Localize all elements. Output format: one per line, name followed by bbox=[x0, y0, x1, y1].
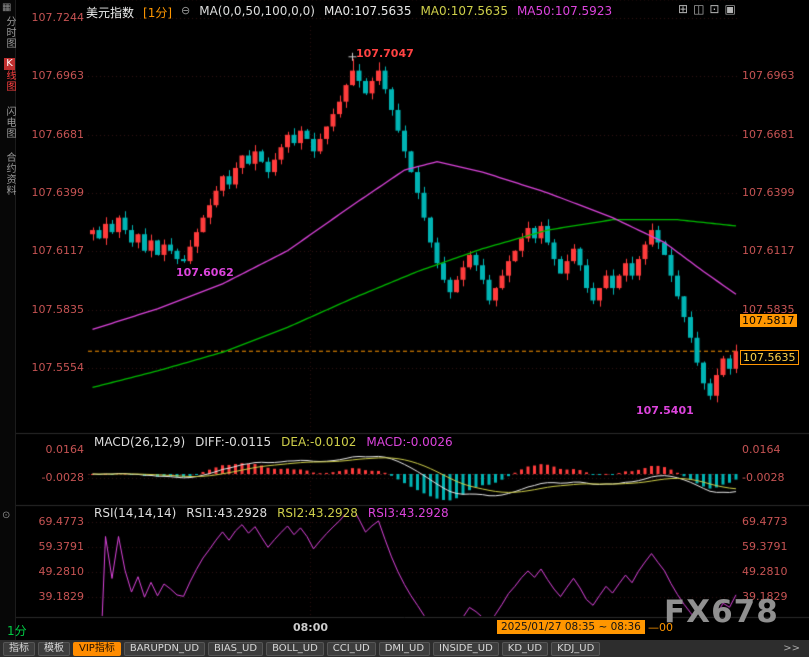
toolbar-item-cci[interactable]: CCI_UD bbox=[326, 641, 376, 656]
ma0-value-yellow: MA0:107.5635 bbox=[420, 4, 508, 18]
macd-axis-label: -0.0028 bbox=[742, 471, 785, 484]
split-window-icon[interactable]: ◫ bbox=[693, 2, 705, 16]
sidebar-tab-time-chart[interactable]: 分时图 bbox=[4, 16, 15, 49]
rsi-axis-label: 69.4773 bbox=[742, 515, 788, 528]
toolbar-item-template[interactable]: 模板 bbox=[38, 641, 70, 656]
rsi-axis-label: 39.1829 bbox=[742, 590, 788, 603]
y-axis-label: 107.6399 bbox=[31, 186, 85, 199]
indicator-circle-icon[interactable]: ⊙ bbox=[2, 510, 11, 521]
period-tag[interactable]: [1分] bbox=[143, 6, 173, 20]
sidebar-tab-contract-info[interactable]: 合约资料 bbox=[4, 152, 15, 196]
toolbar-item-indicator[interactable]: 指标 bbox=[3, 641, 35, 656]
toolbar-item-kdj[interactable]: KDJ_UD bbox=[551, 641, 601, 656]
annotation-high: 107.7047 bbox=[356, 47, 414, 60]
layout-grid-icon[interactable]: ⊞ bbox=[678, 2, 689, 16]
macd-dea-value: DEA:-0.0102 bbox=[281, 435, 357, 449]
annotation-low-left: 107.6062 bbox=[176, 266, 234, 279]
chart-header: 美元指数 [1分] ⊖ MA(0,0,50,100,0,0) MA0:107.5… bbox=[86, 4, 612, 21]
ma-settings-label: MA(0,0,50,100,0,0) bbox=[199, 4, 315, 18]
collapse-icon[interactable]: ⊖ bbox=[181, 4, 191, 17]
symbol-name: 美元指数 bbox=[86, 6, 135, 20]
left-sidebar bbox=[0, 0, 16, 657]
rsi-axis-label: 69.4773 bbox=[38, 515, 85, 528]
toolbar-item-bias[interactable]: BIAS_UD bbox=[208, 641, 264, 656]
y-axis-label: 107.6681 bbox=[31, 128, 85, 141]
price-tag-current: 107.5635 bbox=[740, 350, 799, 365]
y-axis-label: 107.5835 bbox=[31, 303, 85, 316]
macd-axis-label: 0.0164 bbox=[45, 443, 85, 456]
toolbar-item-dmi[interactable]: DMI_UD bbox=[378, 641, 431, 656]
rsi-axis-label: 49.2810 bbox=[38, 565, 85, 578]
time-axis-label: 08:00 bbox=[293, 621, 329, 634]
kline-tab-rest: 线图 bbox=[4, 70, 15, 92]
rsi1-value: RSI1:43.2928 bbox=[186, 506, 268, 520]
y-axis-label: 107.7244 bbox=[31, 11, 85, 24]
y-axis-label: 107.6117 bbox=[31, 244, 85, 257]
y-axis-label: 107.6963 bbox=[742, 69, 795, 82]
brand-watermark: FX678 bbox=[664, 594, 779, 630]
rsi-axis-label: 59.3791 bbox=[38, 540, 85, 553]
y-axis-label: 107.5554 bbox=[31, 361, 85, 374]
sidebar-tab-lightning[interactable]: 闪电图 bbox=[4, 106, 15, 139]
toolbar-item-vip[interactable]: VIP指标 bbox=[73, 641, 121, 656]
rsi-header: RSI(14,14,14) RSI1:43.2928 RSI2:43.2928 … bbox=[94, 506, 449, 520]
macd-header: MACD(26,12,9) DIFF:-0.0115 DEA:-0.0102 M… bbox=[94, 435, 453, 449]
rsi2-value: RSI2:43.2928 bbox=[277, 506, 358, 520]
toolbar-item-inside[interactable]: INSIDE_UD bbox=[433, 641, 499, 656]
sidebar-tab-kline[interactable]: K线图 bbox=[2, 58, 17, 92]
y-axis-label: 107.6681 bbox=[742, 128, 795, 141]
kline-tab-k: K bbox=[4, 58, 15, 70]
session-range-box: 2025/01/27 08:35 ~ 08:36 bbox=[497, 620, 645, 634]
rsi3-value: RSI3:43.2928 bbox=[367, 506, 449, 520]
rsi-axis-label: 59.3791 bbox=[742, 540, 788, 553]
macd-axis-label: -0.0028 bbox=[41, 471, 84, 484]
indicator-toolbar: 指标 模板 VIP指标 BARUPDN_UD BIAS_UD BOLL_UD C… bbox=[0, 640, 809, 657]
macd-diff-value: DIFF:-0.0115 bbox=[195, 435, 272, 449]
grid-icon[interactable]: ▦ bbox=[2, 2, 12, 13]
restore-window-icon[interactable]: ⊡ bbox=[709, 2, 720, 16]
ma0-value-white: MA0:107.5635 bbox=[323, 4, 412, 18]
macd-axis-label: 0.0164 bbox=[742, 443, 781, 456]
rsi-title: RSI(14,14,14) bbox=[94, 506, 177, 520]
annotation-low-right: 107.5401 bbox=[636, 404, 694, 417]
current-period-label[interactable]: 1分 bbox=[7, 624, 27, 638]
macd-macd-value: MACD:-0.0026 bbox=[366, 435, 453, 449]
toolbar-item-kd[interactable]: KD_UD bbox=[501, 641, 549, 656]
y-axis-label: 107.6963 bbox=[31, 69, 85, 82]
rsi-axis-label: 39.1829 bbox=[38, 590, 85, 603]
maximize-window-icon[interactable]: ▣ bbox=[724, 2, 736, 16]
ma50-value: MA50:107.5923 bbox=[516, 4, 613, 18]
toolbar-item-barupdn[interactable]: BARUPDN_UD bbox=[123, 641, 206, 656]
macd-title: MACD(26,12,9) bbox=[94, 435, 186, 449]
toolbar-more-icon[interactable]: >> bbox=[783, 642, 800, 654]
rsi-axis-label: 49.2810 bbox=[742, 565, 788, 578]
price-tag-upper: 107.5817 bbox=[740, 314, 797, 327]
y-axis-label: 107.6399 bbox=[742, 186, 795, 199]
session-range-suffix: —00 bbox=[648, 621, 673, 634]
y-axis-label: 107.5835 bbox=[742, 303, 795, 316]
toolbar-item-boll[interactable]: BOLL_UD bbox=[266, 641, 324, 656]
y-axis-label: 107.6117 bbox=[742, 244, 795, 257]
window-controls: ⊞ ◫ ⊡ ▣ bbox=[678, 2, 736, 16]
